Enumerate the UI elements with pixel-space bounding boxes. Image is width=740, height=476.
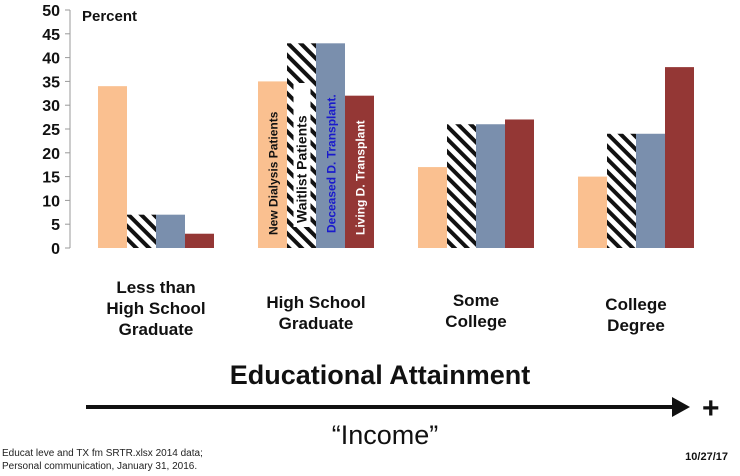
- series-label: New Dialysis Patients: [267, 111, 281, 235]
- category-label: High School Graduate: [266, 293, 366, 333]
- bar: [98, 86, 127, 248]
- bar: [665, 67, 694, 249]
- bar: [316, 43, 345, 248]
- series-label-backdrop: [293, 83, 311, 227]
- y-tick-label: 20: [42, 146, 60, 163]
- bar: [418, 167, 447, 248]
- date-stamp: 10/27/17: [685, 451, 728, 463]
- y-tick-label: 30: [42, 98, 60, 115]
- y-tick-label: 25: [42, 122, 60, 139]
- bar: [505, 119, 534, 248]
- y-tick-label: 5: [51, 217, 60, 234]
- bar-chart: 0 5 10 15 20 25 30 35 40 45 50 Percent New Dialysis …: [42, 3, 694, 258]
- series-label: Waitlist Patients: [294, 115, 310, 223]
- x-axis-title: Educational Attainment: [229, 360, 531, 390]
- bar: [156, 214, 185, 248]
- arrow-shaft: [86, 405, 674, 409]
- y-tick-label: 50: [42, 3, 60, 20]
- category-label: Some College: [445, 291, 507, 331]
- y-tick-label: 35: [42, 74, 60, 91]
- bar: [258, 81, 287, 249]
- plus-sign: +: [702, 392, 720, 425]
- bar: [447, 124, 476, 248]
- source-footnote: Educat leve and TX fm SRTR.xlsx 2014 dat…: [2, 448, 203, 472]
- series-label: Deceased D. Transplant.: [325, 94, 339, 233]
- y-tick-label: 15: [42, 170, 60, 187]
- series-label: Living D. Transplant: [354, 120, 368, 235]
- bar: [636, 133, 665, 248]
- bar: [185, 233, 214, 248]
- bar: [345, 95, 374, 249]
- y-tick-label: 45: [42, 27, 60, 44]
- bar: [476, 124, 505, 248]
- category-label: College Degree: [605, 295, 667, 335]
- y-axis-label: Percent: [82, 8, 137, 25]
- bar: [578, 176, 607, 248]
- bar: [607, 133, 636, 248]
- category-label: Less than High School Graduate: [106, 278, 206, 339]
- income-arrow: [86, 397, 690, 417]
- y-tick-label: 40: [42, 51, 60, 68]
- y-tick-label: 10: [42, 193, 60, 210]
- bar: [127, 214, 156, 248]
- income-label: “Income”: [331, 420, 439, 450]
- y-tick-label: 0: [51, 241, 60, 258]
- arrow-head-icon: [672, 397, 690, 417]
